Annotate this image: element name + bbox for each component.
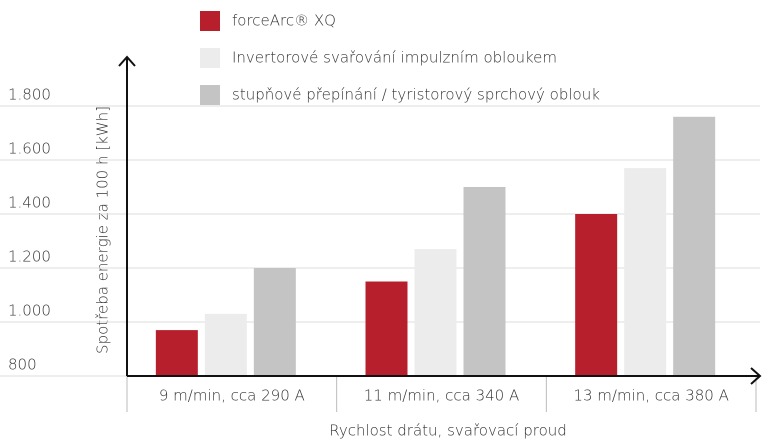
legend-swatch bbox=[200, 48, 220, 68]
x-axis-arrow bbox=[750, 367, 762, 385]
x-tick-label: 13 m/min, cca 380 A bbox=[573, 387, 728, 405]
bar bbox=[253, 268, 296, 376]
bar bbox=[575, 214, 618, 376]
y-axis-arrow bbox=[118, 55, 136, 67]
y-axis-label: Spotřeba energie za 100 h [kWh] bbox=[94, 106, 112, 354]
legend-label: Invertorové svařování impulzním obloukem bbox=[232, 49, 557, 67]
bar bbox=[624, 168, 667, 376]
y-tick-label: 800 bbox=[8, 356, 37, 374]
legend-swatch bbox=[200, 85, 220, 105]
x-tick-label: 11 m/min, cca 340 A bbox=[364, 387, 519, 405]
y-tick-label: 1.000 bbox=[8, 302, 51, 320]
x-tick-label: 9 m/min, cca 290 A bbox=[159, 387, 305, 405]
x-axis-label: Rychlost drátu, svařovací proud bbox=[329, 422, 567, 440]
legend-label: stupňové přepínání / tyristorový sprchov… bbox=[232, 86, 600, 104]
bar bbox=[155, 330, 198, 376]
y-tick-label: 1.800 bbox=[8, 86, 51, 104]
bar bbox=[365, 281, 408, 376]
legend-label: forceArc® XQ bbox=[232, 12, 336, 30]
bar bbox=[414, 249, 457, 376]
y-tick-label: 1.600 bbox=[8, 140, 51, 158]
bar bbox=[463, 187, 506, 376]
y-tick-label: 1.200 bbox=[8, 248, 51, 266]
legend-swatch bbox=[200, 11, 220, 31]
bar bbox=[673, 116, 716, 377]
bar bbox=[204, 313, 247, 376]
y-tick-label: 1.400 bbox=[8, 194, 51, 212]
